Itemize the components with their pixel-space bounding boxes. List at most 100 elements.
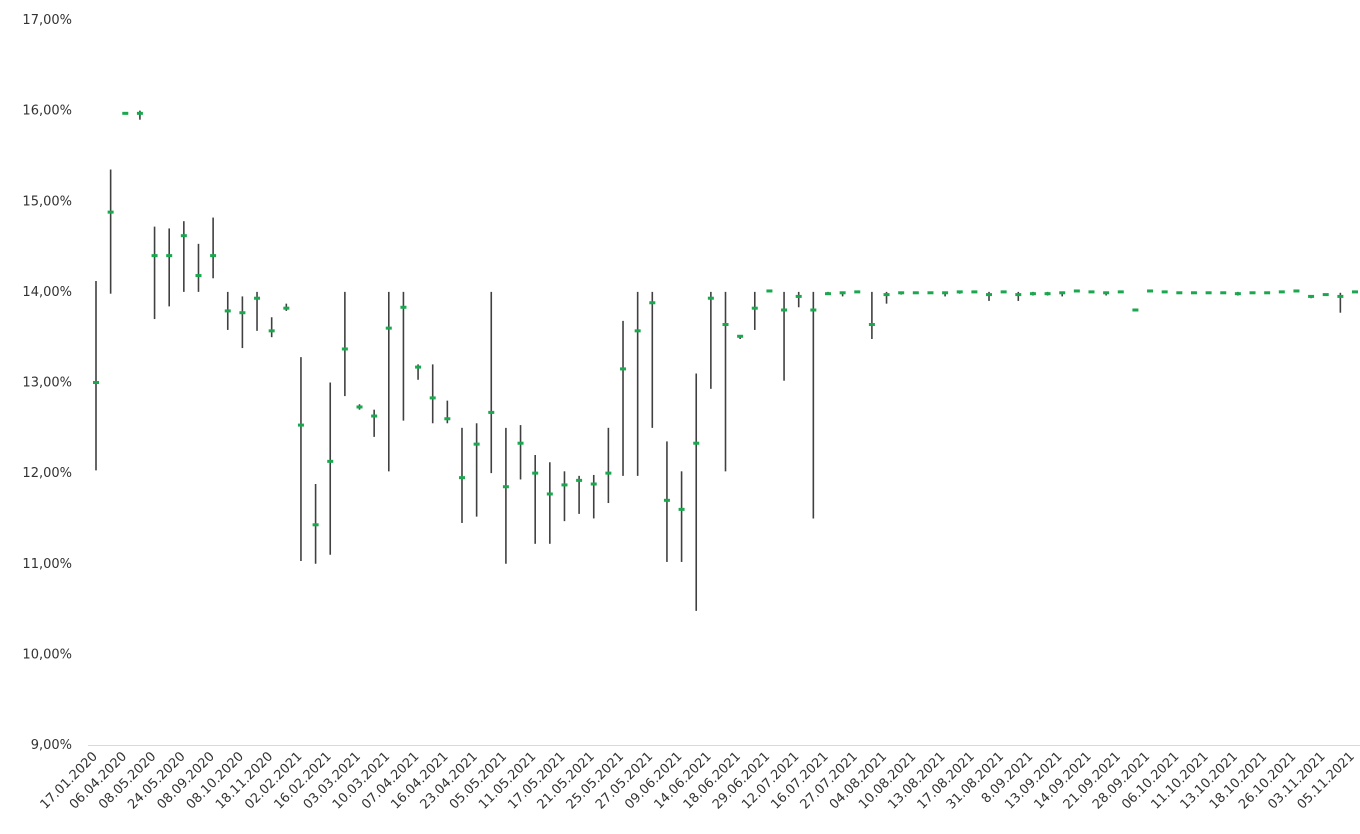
- close-marker: [1176, 291, 1183, 295]
- y-tick-label: 13,00%: [22, 376, 72, 391]
- y-tick-label: 16,00%: [22, 104, 72, 119]
- y-tick-label: 11,00%: [22, 557, 72, 572]
- close-marker: [1308, 294, 1315, 298]
- close-marker: [663, 498, 670, 502]
- close-marker: [356, 405, 363, 409]
- close-marker: [180, 234, 187, 238]
- close-marker: [122, 111, 129, 115]
- close-marker: [766, 289, 773, 293]
- close-marker: [956, 290, 963, 294]
- close-marker: [986, 293, 993, 297]
- close-marker: [502, 485, 509, 489]
- close-marker: [1015, 293, 1022, 297]
- close-marker: [678, 507, 685, 511]
- close-marker: [781, 308, 788, 312]
- x-axis-labels: 17.01.202006.04.202008.05.202024.05.2020…: [38, 749, 1358, 812]
- close-marker: [1278, 290, 1285, 294]
- close-marker: [751, 306, 758, 310]
- close-marker: [1234, 292, 1241, 296]
- close-marker: [1220, 291, 1227, 295]
- close-marker: [1205, 291, 1212, 295]
- close-marker: [1103, 291, 1110, 295]
- close-marker: [707, 296, 714, 300]
- close-marker: [488, 410, 495, 414]
- y-tick-label: 10,00%: [22, 647, 72, 662]
- close-marker: [283, 306, 290, 310]
- close-marker: [942, 291, 949, 295]
- close-marker: [400, 305, 407, 309]
- close-marker: [693, 441, 700, 445]
- close-marker: [429, 396, 436, 400]
- close-marker: [649, 301, 656, 305]
- close-marker: [839, 291, 846, 295]
- close-marker: [824, 292, 831, 296]
- close-markers: [93, 111, 1358, 527]
- close-marker: [385, 326, 392, 330]
- close-marker: [1337, 294, 1344, 298]
- y-tick-label: 15,00%: [22, 194, 72, 209]
- close-marker: [971, 290, 978, 294]
- close-marker: [1029, 292, 1036, 296]
- close-marker: [151, 254, 158, 258]
- close-marker: [1044, 292, 1051, 296]
- close-marker: [239, 311, 246, 315]
- close-marker: [93, 381, 99, 384]
- close-marker: [444, 417, 451, 421]
- close-marker: [1293, 289, 1300, 293]
- close-marker: [1190, 291, 1197, 295]
- close-marker: [1249, 291, 1256, 295]
- close-marker: [810, 308, 817, 312]
- close-marker: [868, 323, 875, 326]
- close-marker: [268, 329, 275, 333]
- y-tick-label: 9,00%: [31, 738, 72, 753]
- y-tick-label: 12,00%: [22, 466, 72, 481]
- close-marker: [107, 210, 114, 214]
- close-marker: [1059, 291, 1066, 295]
- close-marker: [517, 441, 524, 445]
- close-marker: [458, 476, 465, 480]
- close-marker: [1132, 308, 1139, 312]
- close-marker: [1161, 290, 1168, 294]
- close-marker: [1117, 290, 1124, 294]
- close-marker: [546, 492, 553, 496]
- close-marker: [1073, 289, 1080, 293]
- close-marker: [371, 414, 378, 418]
- close-marker: [210, 254, 217, 258]
- close-marker: [166, 254, 173, 258]
- close-marker: [224, 309, 231, 313]
- close-marker: [898, 291, 905, 295]
- close-marker: [576, 478, 583, 482]
- close-marker: [561, 483, 568, 487]
- close-marker: [327, 459, 334, 463]
- close-marker: [927, 291, 934, 295]
- y-tick-label: 14,00%: [22, 285, 72, 300]
- close-marker: [415, 365, 422, 369]
- close-marker: [722, 323, 729, 326]
- close-marker: [1264, 291, 1271, 295]
- close-marker: [532, 471, 539, 475]
- close-marker: [341, 347, 348, 351]
- close-marker: [312, 523, 319, 527]
- y-axis: 9,00% 10,00% 11,00% 12,00% 13,00% 14,00% 15,00…: [22, 13, 72, 753]
- close-marker: [883, 293, 890, 297]
- close-marker: [620, 367, 627, 371]
- close-marker: [737, 334, 744, 338]
- close-marker: [1352, 290, 1358, 294]
- close-marker: [912, 291, 919, 295]
- close-marker: [136, 111, 143, 115]
- close-marker: [1322, 293, 1329, 297]
- y-tick-label: 17,00%: [22, 13, 72, 28]
- close-marker: [590, 482, 597, 486]
- close-marker: [1147, 289, 1154, 293]
- close-marker: [634, 329, 641, 333]
- close-marker: [473, 442, 480, 446]
- close-marker: [195, 274, 202, 278]
- close-marker: [795, 294, 802, 298]
- close-marker: [1088, 290, 1095, 294]
- range-lines: [95, 110, 1342, 611]
- close-marker: [1000, 290, 1007, 294]
- close-marker: [297, 423, 304, 427]
- close-marker: [254, 296, 261, 300]
- close-marker: [605, 471, 612, 475]
